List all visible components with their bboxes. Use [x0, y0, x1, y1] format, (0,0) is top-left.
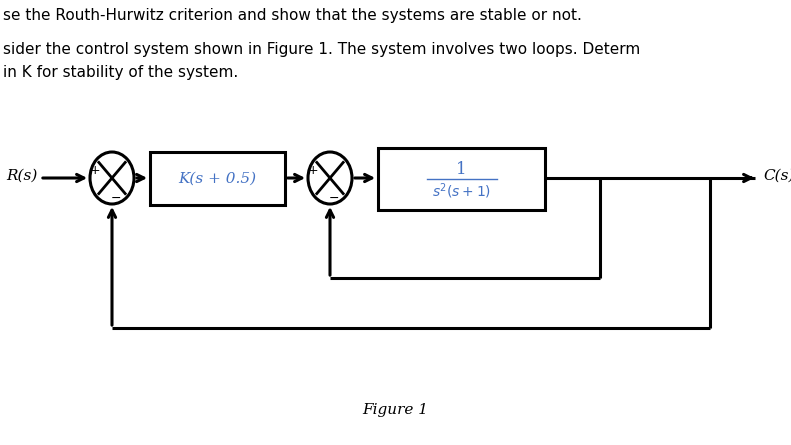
- Text: +: +: [308, 165, 318, 178]
- Text: −: −: [329, 191, 339, 205]
- Text: K(s + 0.5): K(s + 0.5): [179, 171, 256, 186]
- Text: se the Routh-Hurwitz criterion and show that the systems are stable or not.: se the Routh-Hurwitz criterion and show …: [3, 8, 582, 23]
- Text: R(s): R(s): [6, 169, 38, 183]
- Text: −: −: [111, 191, 121, 205]
- Text: $s^2(s+1)$: $s^2(s+1)$: [432, 181, 491, 201]
- Text: in K for stability of the system.: in K for stability of the system.: [3, 65, 238, 80]
- Text: C(s): C(s): [763, 169, 791, 183]
- Bar: [378, 148, 545, 210]
- Text: +: +: [89, 165, 100, 178]
- Text: Figure 1: Figure 1: [362, 403, 428, 417]
- Text: sider the control system shown in Figure 1. The system involves two loops. Deter: sider the control system shown in Figure…: [3, 42, 640, 57]
- Text: 1: 1: [456, 162, 467, 178]
- Bar: [150, 152, 285, 205]
